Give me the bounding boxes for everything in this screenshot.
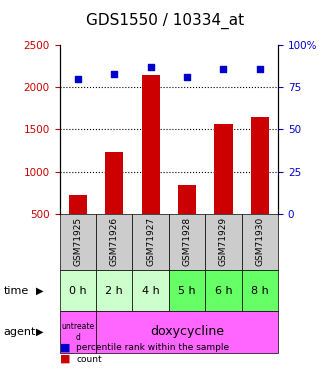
Text: GDS1550 / 10334_at: GDS1550 / 10334_at: [86, 12, 245, 29]
Text: 0 h: 0 h: [69, 286, 87, 296]
Bar: [205, 214, 242, 270]
Text: doxycycline: doxycycline: [150, 326, 224, 338]
Text: 5 h: 5 h: [178, 286, 196, 296]
Point: [257, 66, 262, 72]
Text: ▶: ▶: [36, 327, 43, 337]
Bar: [96, 270, 132, 311]
Bar: [60, 311, 96, 352]
Text: ■: ■: [60, 354, 70, 364]
Bar: [132, 270, 169, 311]
Text: GSM71929: GSM71929: [219, 217, 228, 266]
Text: GSM71925: GSM71925: [73, 217, 82, 266]
Bar: [60, 270, 96, 311]
Text: percentile rank within the sample: percentile rank within the sample: [76, 344, 229, 352]
Text: 2 h: 2 h: [105, 286, 123, 296]
Bar: [242, 214, 278, 270]
Text: ▶: ▶: [36, 286, 43, 296]
Point: [75, 76, 80, 82]
Bar: [251, 117, 269, 256]
Text: count: count: [76, 355, 102, 364]
Bar: [242, 270, 278, 311]
Bar: [132, 214, 169, 270]
Bar: [214, 124, 232, 256]
Text: 4 h: 4 h: [142, 286, 160, 296]
Bar: [205, 270, 242, 311]
Point: [221, 66, 226, 72]
Bar: [60, 214, 96, 270]
Bar: [96, 311, 278, 352]
Text: time: time: [3, 286, 28, 296]
Bar: [178, 185, 196, 256]
Bar: [142, 75, 160, 256]
Text: GSM71930: GSM71930: [255, 217, 264, 267]
Point: [148, 64, 153, 70]
Text: GSM71927: GSM71927: [146, 217, 155, 266]
Point: [112, 70, 117, 77]
Bar: [169, 270, 205, 311]
Text: 6 h: 6 h: [214, 286, 232, 296]
Text: ■: ■: [60, 342, 70, 352]
Text: 8 h: 8 h: [251, 286, 269, 296]
Bar: [69, 195, 87, 256]
Bar: [105, 152, 123, 256]
Text: agent: agent: [3, 327, 36, 337]
Bar: [169, 214, 205, 270]
Text: GSM71926: GSM71926: [110, 217, 119, 266]
Bar: [96, 214, 132, 270]
Text: untreate
d: untreate d: [61, 322, 94, 342]
Point: [184, 74, 190, 80]
Text: GSM71928: GSM71928: [182, 217, 192, 266]
